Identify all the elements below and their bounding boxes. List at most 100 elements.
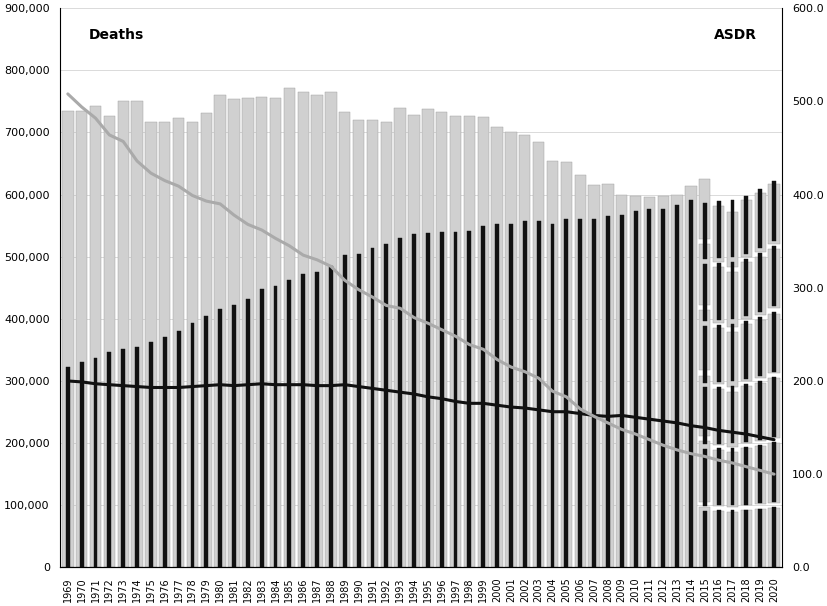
Bar	[422, 110, 433, 567]
Bar	[394, 108, 405, 567]
Bar	[743, 196, 748, 253]
Bar	[712, 205, 724, 262]
Bar	[328, 266, 332, 567]
Bar	[767, 184, 779, 244]
Bar	[729, 510, 734, 567]
Bar	[425, 233, 429, 567]
Bar	[740, 448, 751, 505]
Bar	[740, 510, 751, 567]
Bar	[601, 184, 613, 567]
Bar	[204, 316, 208, 567]
Bar	[131, 101, 142, 567]
Text: Deaths: Deaths	[88, 28, 144, 42]
Bar	[674, 205, 678, 567]
Bar	[633, 211, 637, 567]
Bar	[149, 342, 153, 567]
Bar	[729, 199, 734, 257]
Bar	[629, 196, 640, 567]
Bar	[753, 446, 765, 504]
Text: ASDR: ASDR	[713, 28, 756, 42]
Bar	[772, 507, 775, 567]
Bar	[772, 442, 775, 502]
Bar	[740, 324, 751, 381]
Bar	[477, 117, 488, 567]
Bar	[232, 305, 236, 567]
Bar	[62, 111, 74, 567]
Bar	[173, 118, 184, 567]
Bar	[716, 448, 719, 505]
Bar	[619, 215, 623, 567]
Bar	[726, 211, 738, 267]
Bar	[753, 256, 765, 315]
Bar	[740, 262, 751, 319]
Bar	[342, 256, 347, 567]
Bar	[550, 224, 554, 567]
Bar	[740, 199, 751, 257]
Bar	[311, 95, 323, 567]
Bar	[436, 112, 447, 567]
Bar	[712, 389, 724, 445]
Bar	[605, 216, 609, 567]
Bar	[76, 111, 87, 567]
Bar	[588, 185, 599, 567]
Bar	[163, 337, 166, 567]
Bar	[729, 262, 734, 319]
Bar	[214, 95, 226, 567]
Bar	[218, 309, 222, 567]
Bar	[145, 122, 156, 567]
Bar	[716, 262, 719, 319]
Bar	[767, 249, 779, 308]
Bar	[726, 512, 738, 567]
Bar	[509, 224, 512, 567]
Bar	[740, 386, 751, 443]
Bar	[772, 181, 775, 241]
Bar	[758, 253, 761, 312]
Bar	[702, 387, 706, 444]
Bar	[698, 507, 710, 567]
Bar	[702, 326, 706, 382]
Bar	[647, 210, 651, 567]
Bar	[743, 384, 748, 442]
Bar	[467, 231, 471, 567]
Bar	[726, 332, 738, 387]
Bar	[273, 286, 277, 567]
Bar	[698, 179, 710, 239]
Bar	[743, 259, 748, 316]
Bar	[657, 196, 668, 567]
Bar	[384, 244, 388, 567]
Bar	[726, 392, 738, 447]
Bar	[176, 331, 180, 567]
Bar	[712, 328, 724, 384]
Bar	[439, 232, 443, 567]
Bar	[412, 235, 415, 567]
Bar	[574, 175, 586, 567]
Bar	[315, 271, 318, 567]
Bar	[246, 299, 250, 567]
Bar	[698, 441, 710, 502]
Bar	[743, 447, 748, 505]
Bar	[712, 511, 724, 567]
Bar	[453, 233, 457, 567]
Bar	[712, 267, 724, 323]
Bar	[301, 274, 305, 567]
Bar	[615, 195, 627, 567]
Bar	[352, 120, 364, 567]
Bar	[463, 116, 475, 567]
Bar	[190, 323, 194, 567]
Bar	[661, 210, 664, 567]
Bar	[408, 115, 419, 567]
Bar	[716, 201, 719, 258]
Bar	[729, 324, 734, 381]
Bar	[241, 98, 253, 567]
Bar	[66, 367, 69, 567]
Bar	[702, 449, 706, 506]
Bar	[767, 508, 779, 567]
Bar	[287, 281, 291, 567]
Bar	[729, 448, 734, 505]
Bar	[536, 221, 540, 567]
Bar	[767, 314, 779, 373]
Bar	[564, 219, 567, 567]
Bar	[108, 351, 111, 567]
Bar	[366, 120, 378, 567]
Bar	[495, 224, 499, 567]
